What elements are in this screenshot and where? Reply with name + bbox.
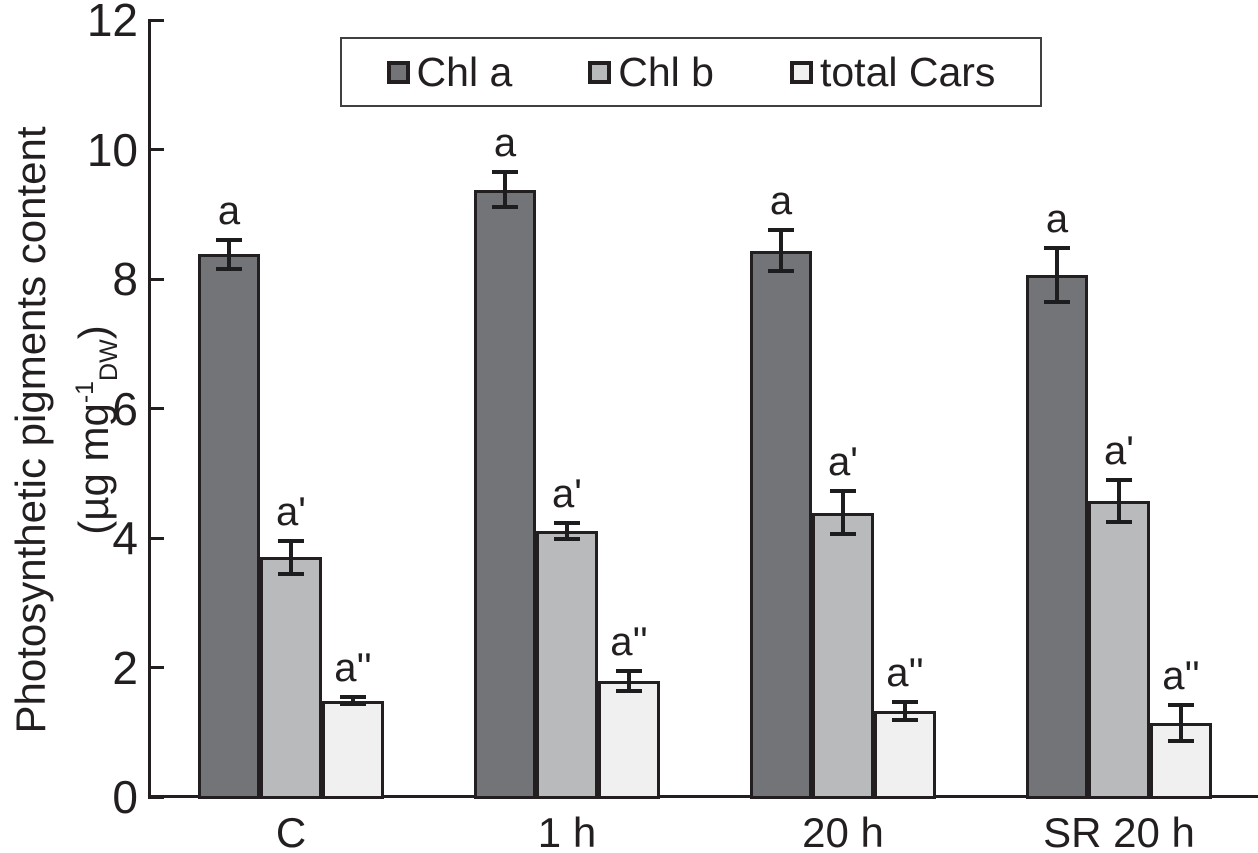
significance-letter-chl-a-c: a bbox=[217, 189, 241, 234]
legend-label-chl-a: Chl a bbox=[416, 48, 513, 95]
bar-chl-b-20-h bbox=[812, 512, 874, 799]
error-bar-cap-bottom-chl-b-sr-20-h bbox=[1106, 520, 1132, 525]
y-axis-unit-suffix: ) bbox=[70, 325, 117, 340]
error-bar-line-total-cars-20-h bbox=[903, 701, 907, 720]
error-bar-line-chl-a-c bbox=[227, 240, 231, 269]
bar-chl-a-sr-20-h bbox=[1026, 275, 1088, 799]
y-tick-label-8: 8 bbox=[112, 253, 138, 305]
error-bar-cap-top-chl-b-1-h bbox=[554, 521, 580, 526]
error-bar-cap-bottom-total-cars-sr-20-h bbox=[1168, 739, 1194, 744]
bar-chl-b-c bbox=[260, 557, 322, 799]
error-bar-line-chl-a-20-h bbox=[779, 230, 783, 271]
error-bar-cap-bottom-total-cars-20-h bbox=[892, 717, 918, 722]
y-tick-2 bbox=[151, 666, 164, 669]
significance-letter-chl-a-sr-20-h: a bbox=[1045, 196, 1069, 241]
category-label-c: C bbox=[275, 809, 307, 853]
error-bar-line-chl-b-c bbox=[289, 541, 293, 574]
error-bar-cap-bottom-chl-a-1-h bbox=[492, 205, 518, 210]
significance-letter-chl-a-20-h: a bbox=[769, 179, 793, 224]
error-bar-cap-bottom-chl-a-sr-20-h bbox=[1044, 300, 1070, 305]
legend-swatch-chl-a bbox=[386, 60, 410, 84]
error-bar-line-total-cars-sr-20-h bbox=[1179, 705, 1183, 742]
significance-letter-chl-b-c: a' bbox=[276, 490, 306, 535]
significance-letter-total-cars-1-h: a'' bbox=[610, 620, 648, 665]
error-bar-cap-top-total-cars-1-h bbox=[616, 669, 642, 674]
error-bar-line-chl-b-20-h bbox=[841, 491, 845, 535]
error-bar-line-chl-a-1-h bbox=[503, 172, 507, 208]
significance-letter-chl-b-sr-20-h: a' bbox=[1104, 428, 1134, 473]
error-bar-line-total-cars-c bbox=[351, 697, 355, 704]
y-tick-8 bbox=[151, 277, 164, 281]
y-tick-0 bbox=[151, 795, 164, 799]
bar-total-cars-1-h bbox=[598, 681, 660, 799]
y-tick-label-6: 6 bbox=[112, 382, 138, 435]
bar-total-cars-20-h bbox=[874, 710, 936, 799]
error-bar-cap-top-chl-b-c bbox=[278, 539, 304, 544]
error-bar-cap-top-chl-a-20-h bbox=[768, 228, 794, 233]
bar-chl-b-1-h bbox=[536, 530, 598, 799]
error-bar-cap-bottom-total-cars-1-h bbox=[616, 688, 642, 693]
significance-letter-chl-b-20-h: a' bbox=[828, 440, 858, 485]
y-tick-label-4: 4 bbox=[112, 512, 138, 564]
y-axis-line bbox=[148, 19, 151, 799]
error-bar-cap-top-chl-a-sr-20-h bbox=[1044, 245, 1070, 250]
error-bar-line-chl-b-sr-20-h bbox=[1117, 479, 1121, 523]
error-bar-cap-top-total-cars-20-h bbox=[892, 699, 918, 704]
y-tick-12 bbox=[151, 18, 164, 22]
bar-chl-a-20-h bbox=[750, 250, 812, 799]
error-bar-line-chl-a-sr-20-h bbox=[1055, 247, 1059, 303]
significance-letter-chl-a-1-h: a bbox=[493, 121, 517, 166]
error-bar-line-total-cars-1-h bbox=[627, 671, 631, 691]
error-bar-cap-top-chl-a-1-h bbox=[492, 170, 518, 175]
category-label-20-h: 20 h bbox=[802, 809, 884, 853]
y-tick-6 bbox=[151, 407, 164, 410]
y-tick-label-12: 12 bbox=[86, 0, 138, 46]
error-bar-cap-top-total-cars-c bbox=[340, 695, 366, 700]
y-tick-label-10: 10 bbox=[86, 123, 138, 176]
legend-swatch-chl-b bbox=[588, 60, 612, 84]
category-label-1-h: 1 h bbox=[537, 809, 597, 853]
legend-swatch-total-cars bbox=[789, 60, 813, 84]
bar-chl-b-sr-20-h bbox=[1088, 501, 1150, 799]
y-tick-label-2: 2 bbox=[112, 641, 138, 694]
y-tick-4 bbox=[151, 536, 164, 540]
y-axis-unit-subscript: DW bbox=[95, 339, 123, 381]
error-bar-cap-bottom-chl-b-1-h bbox=[554, 536, 580, 541]
error-bar-cap-top-chl-a-c bbox=[216, 238, 242, 243]
error-bar-cap-top-chl-b-sr-20-h bbox=[1106, 477, 1132, 482]
legend-item-chl-b: Chl b bbox=[588, 49, 714, 96]
error-bar-cap-bottom-chl-a-20-h bbox=[768, 268, 794, 273]
error-bar-line-chl-b-1-h bbox=[565, 523, 569, 539]
error-bar-cap-top-chl-b-20-h bbox=[830, 489, 856, 494]
error-bar-cap-bottom-chl-a-c bbox=[216, 266, 242, 271]
category-label-sr-20-h: SR 20 h bbox=[1043, 809, 1195, 853]
bar-total-cars-c bbox=[322, 700, 384, 799]
y-tick-10 bbox=[151, 148, 164, 151]
error-bar-cap-bottom-total-cars-c bbox=[340, 701, 366, 706]
y-tick-label-0: 0 bbox=[112, 771, 138, 823]
error-bar-cap-bottom-chl-b-20-h bbox=[830, 532, 856, 537]
legend-item-total-cars: total Cars bbox=[789, 48, 996, 96]
error-bar-cap-bottom-chl-b-c bbox=[278, 571, 304, 576]
legend: Chl a Chl b total Cars bbox=[340, 37, 1042, 107]
error-bar-cap-top-total-cars-sr-20-h bbox=[1168, 703, 1194, 708]
legend-item-chl-a: Chl a bbox=[386, 48, 513, 96]
bar-chl-a-1-h bbox=[474, 189, 536, 799]
significance-letter-total-cars-sr-20-h: a'' bbox=[1162, 654, 1200, 699]
bar-chl-a-c bbox=[198, 254, 260, 799]
legend-label-chl-b: Chl b bbox=[618, 48, 714, 95]
legend-label-total-cars: total Cars bbox=[819, 48, 996, 95]
significance-letter-total-cars-c: a'' bbox=[334, 646, 372, 691]
x-axis-line bbox=[148, 795, 1258, 798]
significance-letter-total-cars-20-h: a'' bbox=[886, 650, 924, 695]
significance-letter-chl-b-1-h: a' bbox=[552, 472, 582, 517]
